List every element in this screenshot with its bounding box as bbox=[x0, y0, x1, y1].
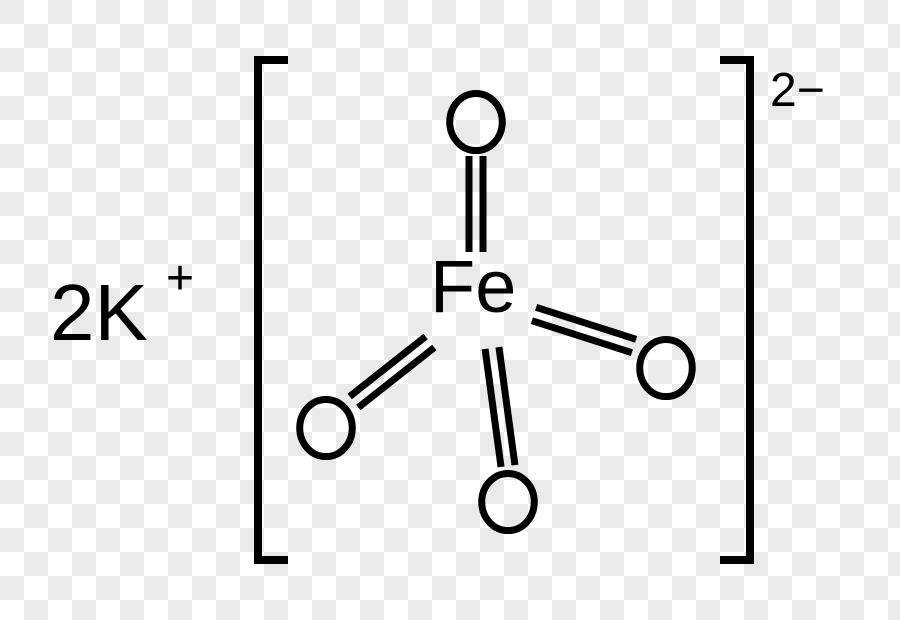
cation-label: 2K bbox=[50, 268, 148, 357]
oxygen-right bbox=[640, 339, 693, 396]
cation-charge-superscript: + bbox=[166, 252, 194, 305]
chemical-structure-diagram: 2K +2− Fe bbox=[0, 0, 900, 620]
bond-top bbox=[469, 156, 483, 252]
bond-left bbox=[350, 337, 435, 408]
bond-right bbox=[532, 307, 636, 352]
bond-bottom bbox=[485, 347, 515, 467]
anion-charge-label: 2− bbox=[770, 64, 825, 117]
left-bracket bbox=[258, 60, 284, 560]
right-bracket bbox=[724, 60, 750, 560]
oxygen-top bbox=[450, 93, 503, 150]
oxygen-left bbox=[300, 399, 353, 456]
oxygen-bottom bbox=[482, 473, 535, 530]
center-atom-label: Fe bbox=[430, 245, 516, 328]
